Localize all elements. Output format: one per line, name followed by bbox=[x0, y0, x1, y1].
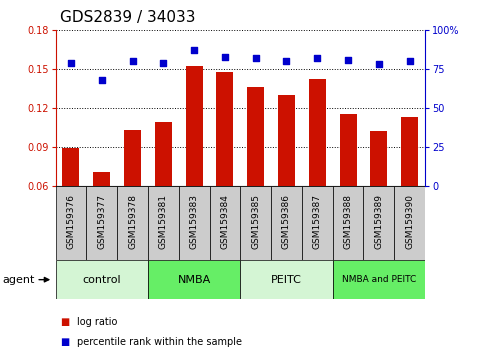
Text: ■: ■ bbox=[60, 317, 70, 327]
Bar bbox=[240, 186, 271, 260]
Point bbox=[128, 58, 136, 64]
Bar bbox=[247, 87, 264, 186]
Bar bbox=[394, 186, 425, 260]
Point bbox=[375, 62, 383, 67]
Bar bbox=[117, 186, 148, 260]
Text: ■: ■ bbox=[60, 337, 70, 347]
Text: GSM159378: GSM159378 bbox=[128, 194, 137, 249]
Text: GSM159377: GSM159377 bbox=[97, 194, 106, 249]
Text: agent: agent bbox=[2, 275, 35, 285]
Bar bbox=[340, 114, 356, 186]
Point bbox=[159, 60, 167, 65]
Text: GSM159384: GSM159384 bbox=[220, 194, 229, 249]
Point bbox=[344, 57, 352, 63]
Text: NMBA: NMBA bbox=[177, 275, 211, 285]
Text: GSM159386: GSM159386 bbox=[282, 194, 291, 249]
Bar bbox=[155, 122, 172, 186]
Text: GSM159381: GSM159381 bbox=[159, 194, 168, 249]
Text: GSM159385: GSM159385 bbox=[251, 194, 260, 249]
Point bbox=[406, 58, 413, 64]
Text: control: control bbox=[83, 275, 121, 285]
Point bbox=[313, 55, 321, 61]
Text: GSM159383: GSM159383 bbox=[190, 194, 199, 249]
Bar bbox=[240, 260, 333, 299]
Bar bbox=[148, 186, 179, 260]
Bar bbox=[93, 172, 110, 186]
Bar bbox=[333, 260, 425, 299]
Bar bbox=[302, 186, 333, 260]
Point bbox=[67, 60, 75, 65]
Bar bbox=[271, 186, 302, 260]
Point bbox=[98, 77, 106, 83]
Text: percentile rank within the sample: percentile rank within the sample bbox=[77, 337, 242, 347]
Text: GDS2839 / 34033: GDS2839 / 34033 bbox=[60, 10, 196, 25]
Bar bbox=[56, 186, 86, 260]
Bar bbox=[124, 130, 141, 186]
Text: GSM159387: GSM159387 bbox=[313, 194, 322, 249]
Bar bbox=[148, 260, 241, 299]
Bar bbox=[179, 186, 210, 260]
Bar bbox=[210, 186, 240, 260]
Text: PEITC: PEITC bbox=[271, 275, 302, 285]
Bar bbox=[370, 131, 387, 186]
Bar bbox=[309, 79, 326, 186]
Text: GSM159376: GSM159376 bbox=[67, 194, 75, 249]
Text: log ratio: log ratio bbox=[77, 317, 118, 327]
Bar bbox=[56, 260, 148, 299]
Point bbox=[221, 54, 229, 59]
Bar bbox=[62, 148, 79, 186]
Text: GSM159388: GSM159388 bbox=[343, 194, 353, 249]
Bar bbox=[216, 72, 233, 186]
Bar bbox=[333, 186, 364, 260]
Text: GSM159390: GSM159390 bbox=[405, 194, 414, 249]
Text: NMBA and PEITC: NMBA and PEITC bbox=[342, 275, 416, 284]
Bar bbox=[86, 186, 117, 260]
Bar bbox=[364, 186, 394, 260]
Bar bbox=[401, 117, 418, 186]
Point bbox=[190, 47, 198, 53]
Bar bbox=[278, 95, 295, 186]
Point bbox=[283, 58, 290, 64]
Point bbox=[252, 55, 259, 61]
Bar bbox=[185, 67, 202, 186]
Text: GSM159389: GSM159389 bbox=[374, 194, 384, 249]
